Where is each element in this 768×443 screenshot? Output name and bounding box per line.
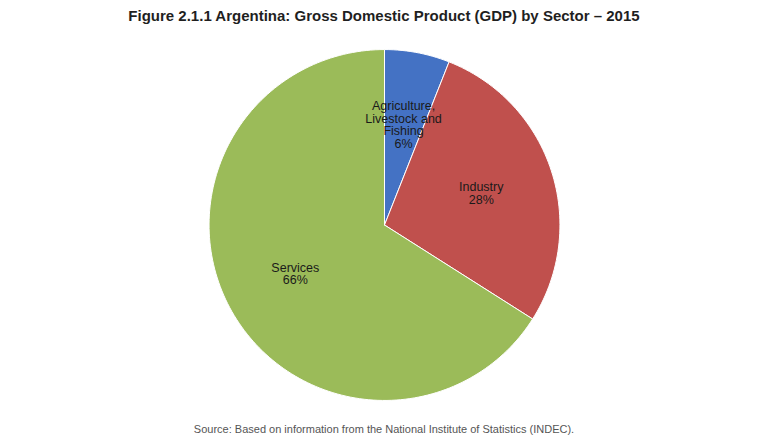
svg-text:Industry28%: Industry28% [459,180,504,207]
html-text:Source: Based on information f: Source: Based on information from the Na… [193,423,575,435]
svg-text:Agriculture,Livestock andFishi: Agriculture,Livestock andFishing6% [365,99,441,151]
svg-text:Services66%: Services66% [271,261,319,288]
html-text:Figure 2.1.1 Argentina: Gross: Figure 2.1.1 Argentina: Gross Domestic P… [128,7,640,24]
